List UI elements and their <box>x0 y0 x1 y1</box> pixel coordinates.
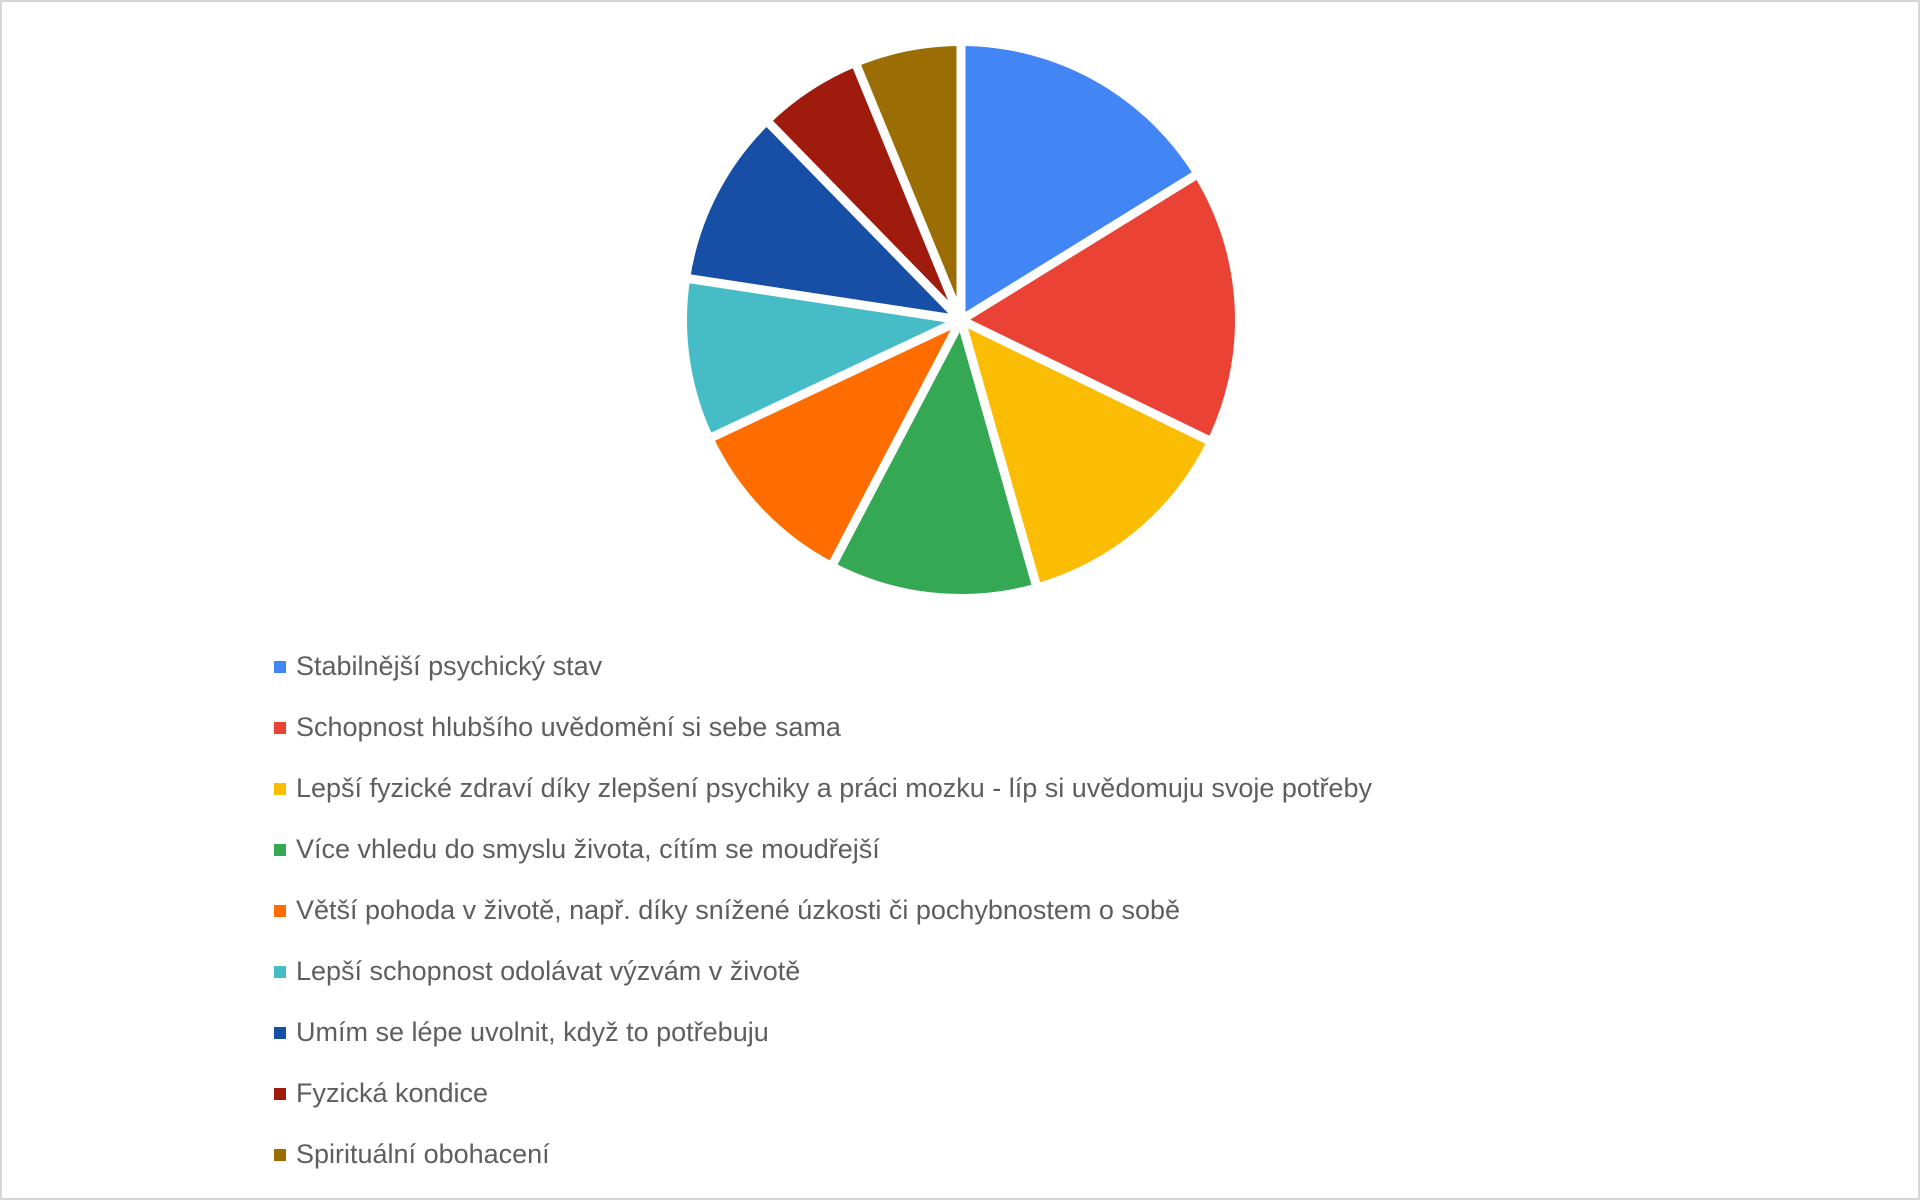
legend-label: Schopnost hlubšího uvědomění si sebe sam… <box>296 712 841 742</box>
legend-swatch-icon <box>274 843 286 856</box>
legend-label: Lepší fyzické zdraví díky zlepšení psych… <box>296 773 1372 803</box>
slice-separator <box>827 317 965 570</box>
legend-item: Umím se lépe uvolnit, když to potřebuju <box>274 1019 1372 1046</box>
pie-slice[interactable] <box>687 278 961 437</box>
legend-item: Větší pohoda v životě, např. díky snížen… <box>274 897 1372 924</box>
legend-swatch-icon <box>274 965 286 978</box>
pie-chart <box>681 40 1241 600</box>
slice-separator <box>706 315 963 443</box>
legend-label: Stabilnější psychický stav <box>296 651 603 681</box>
legend-label: Více vhledu do smyslu života, cítím se m… <box>296 834 880 864</box>
legend-label: Fyzická kondice <box>296 1078 489 1108</box>
slice-separator <box>958 169 1201 324</box>
slice-separator <box>762 117 965 324</box>
legend-item: Více vhledu do smyslu života, cítím se m… <box>274 836 1372 863</box>
slice-separator <box>959 315 1214 447</box>
legend-swatch-icon <box>274 1148 286 1161</box>
legend-swatch-icon <box>274 1026 286 1039</box>
legend-swatch-icon <box>274 904 286 917</box>
legend-swatch-icon <box>274 660 286 673</box>
pie-slice[interactable] <box>961 46 1195 320</box>
legend-label: Větší pohoda v životě, např. díky snížen… <box>296 895 1180 925</box>
pie-slice[interactable] <box>961 176 1236 440</box>
legend-item: Fyzická kondice <box>274 1080 1372 1107</box>
legend-label: Lepší schopnost odolávat výzvám v životě <box>296 956 801 986</box>
pie-slice[interactable] <box>713 320 961 563</box>
slice-separator <box>850 60 966 322</box>
pie-slice[interactable] <box>961 320 1208 584</box>
pie-slice[interactable] <box>690 123 961 320</box>
legend-item: Lepší schopnost odolávat výzvám v životě <box>274 958 1372 985</box>
legend-item: Spirituální obohacení <box>274 1141 1372 1168</box>
legend-swatch-icon <box>274 782 286 795</box>
legend-item: Stabilnější psychický stav <box>274 653 1372 680</box>
chart-legend: Stabilnější psychický stav Schopnost hlu… <box>274 653 1372 1202</box>
slice-separator <box>956 318 1042 590</box>
pie-slice[interactable] <box>833 320 1036 595</box>
legend-swatch-icon <box>274 1087 286 1100</box>
legend-swatch-icon <box>274 721 286 734</box>
pie-chart-svg <box>684 41 1236 595</box>
legend-item: Schopnost hlubšího uvědomění si sebe sam… <box>274 714 1372 741</box>
legend-label: Spirituální obohacení <box>296 1139 550 1169</box>
slice-separator <box>684 273 962 325</box>
legend-item: Lepší fyzické zdraví díky zlepšení psych… <box>274 775 1372 802</box>
pie-slice[interactable] <box>769 66 961 320</box>
legend-label: Umím se lépe uvolnit, když to potřebuju <box>296 1017 769 1047</box>
